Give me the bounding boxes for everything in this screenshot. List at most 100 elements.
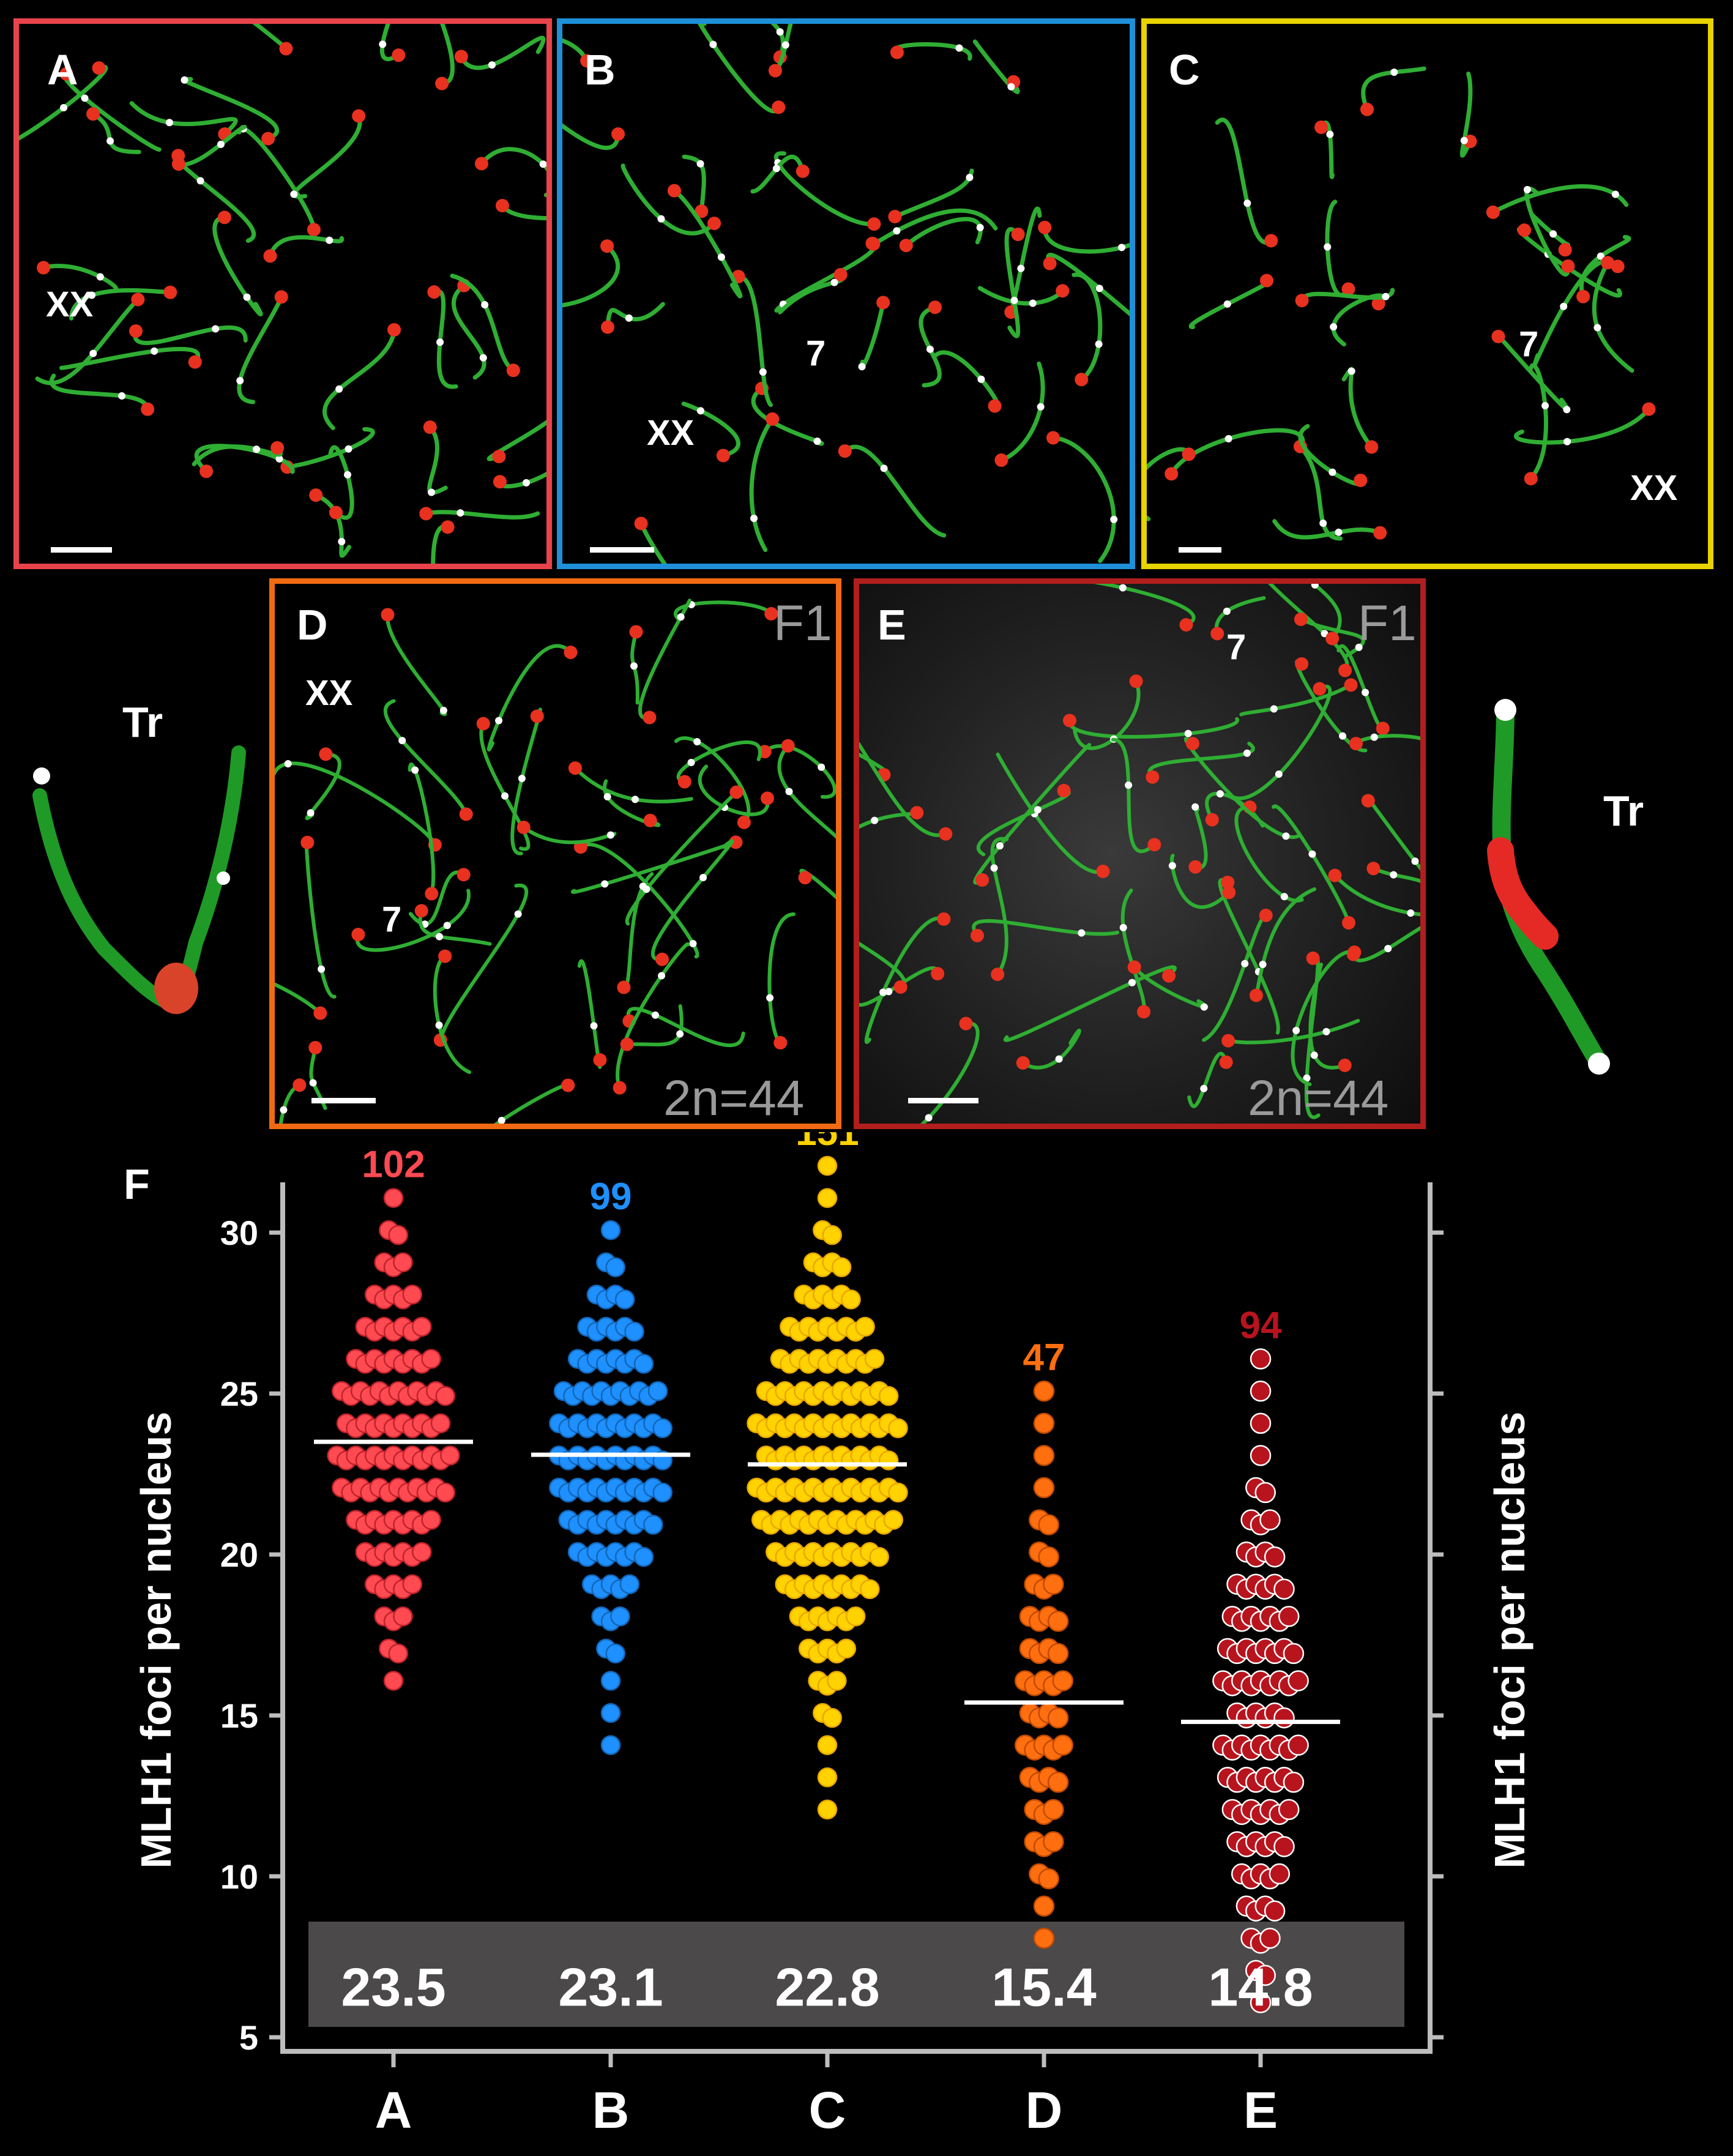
data-point [1269,1863,1291,1885]
centromere-signal [931,967,945,981]
chromosome-axis [859,941,906,989]
mlh1-focus [1243,200,1251,207]
chromosome-axis [1361,66,1426,112]
mlh1-focus [1308,850,1316,858]
sample-count-label: 94 [1240,1305,1282,1347]
mlh1-focus [677,613,685,621]
mlh1-focus [514,910,522,918]
centromere-signal [1056,284,1070,298]
mlh1-focus [1303,1074,1311,1082]
mlh1-focus [772,165,780,173]
mlh1-focus [1310,1051,1318,1059]
chromosome-axis [252,24,288,51]
mlh1-focus [1216,790,1224,798]
panel-c-xx-annotation: XX [1630,468,1678,508]
centromere-signal [611,127,625,141]
data-point [388,1643,408,1664]
data-point [600,1703,621,1723]
data-point [1259,1509,1281,1531]
y-tick-label: 15 [220,1696,258,1735]
chromosome-axis [1514,407,1651,445]
chromosome-axis [41,264,119,291]
chromosome-axis [1226,1018,1360,1045]
centromere-signal [1294,612,1308,626]
centromere-signal [1295,657,1309,671]
mlh1-focus [318,965,326,973]
mlh1-focus [1241,960,1249,968]
centromere-signal [1373,526,1387,540]
data-point [1283,1772,1305,1793]
data-point [643,1515,663,1535]
chromosome-axis [750,154,805,194]
data-point [421,1349,441,1369]
mlh1-focus [631,796,639,804]
mlh1-focus [693,737,701,745]
mlh1-focus [1224,435,1232,442]
chromosome-axis [1021,1029,1081,1070]
mlh1-focus [88,291,96,299]
mlh1-focus [717,253,725,261]
centromere-signal [1221,875,1235,889]
chromosome-axis [452,283,486,380]
mlh1-focus [165,119,173,127]
centromere-signal [643,813,657,827]
panel-e-scale-bar [908,1098,978,1103]
data-point [878,1450,899,1471]
mlh1-focus [217,140,225,148]
panel-f-chart: 5 10 15 20 25 30 A B C D E 102 23.5 99 23.1 151 22.8 47 15… [0,1111,1733,2153]
data-point [1264,1546,1286,1568]
chromosome-axis [1111,737,1157,853]
mlh1-focus [481,300,489,308]
mlh1-focus [1541,401,1549,409]
mlh1-focus [435,933,443,941]
centromere-signal [476,717,490,731]
chromosome-axis [676,740,762,784]
mlh1-focus [118,392,126,400]
data-point [1288,1734,1309,1756]
mlh1-focus [1330,323,1338,331]
chromosome-axis [990,837,1009,977]
chromosome-axis [698,24,781,114]
mlh1-focus [518,774,526,782]
chromosome-axis [1120,888,1146,1014]
mlh1-focus [1335,528,1343,536]
centromere-signal [617,980,631,994]
centromere-signal [1338,1058,1352,1072]
chromosome-axis [521,825,617,845]
mlh1-focus [1549,230,1557,238]
centromere-signal [1600,256,1614,270]
centromere-signal [459,807,473,821]
centromere-signal [975,873,989,887]
data-point [1033,1895,1055,1917]
panel-e-karyotype: 2n=44 [1248,1070,1389,1126]
mlh1-focus [1563,406,1571,414]
data-point [878,1386,899,1406]
data-point [1283,1643,1305,1665]
centromere-signal [928,300,942,315]
mean-value-label: 14.8 [1208,1956,1313,2017]
chromosome-axis [431,524,450,564]
chromosome-axis [1532,258,1620,366]
centromere-signal [580,54,594,68]
centromere-signal [492,449,506,463]
chromosome-axis [1187,1051,1228,1108]
chromosome-axis [638,599,691,720]
centromere-signal [279,42,293,56]
mlh1-focus [1029,299,1037,307]
chromosome-axis [931,350,1001,410]
centromere-signal [1264,234,1278,248]
panel-c: C 7 XX [1141,18,1713,569]
centromere-signal [1576,289,1590,304]
centromere-signal [939,827,953,841]
chromosome-axis [459,35,546,70]
mlh1-focus [643,886,650,893]
data-point [600,1735,621,1755]
centromere-signal [1371,297,1385,311]
chromosome-axis [972,919,1120,938]
centromere-signal [1366,862,1381,876]
data-point [393,1606,413,1627]
data-point [1047,1643,1069,1665]
centromere-signal [593,1053,607,1067]
panel-c-chr7-annotation: 7 [1519,324,1539,364]
panel-d-xx-annotation: XX [305,673,353,713]
